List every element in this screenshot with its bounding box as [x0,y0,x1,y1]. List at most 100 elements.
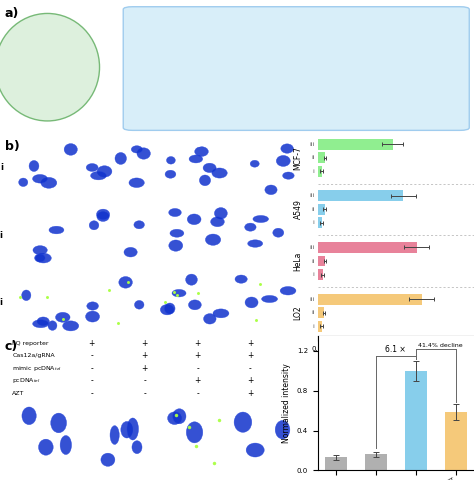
Ellipse shape [212,168,227,178]
Text: i: i [313,169,314,174]
Text: 6.1 ×: 6.1 × [385,345,406,354]
Ellipse shape [200,175,210,186]
Bar [318,321,322,332]
Text: iii: iii [309,142,314,147]
Text: FQ reporter: FQ reporter [12,341,49,346]
Ellipse shape [262,295,278,302]
Bar [318,256,325,266]
Ellipse shape [203,163,216,172]
Ellipse shape [87,302,99,310]
Text: -: - [91,351,93,360]
Ellipse shape [119,276,132,288]
Ellipse shape [253,216,269,223]
FancyBboxPatch shape [123,7,469,131]
Text: +: + [194,376,201,385]
Ellipse shape [187,214,201,225]
Y-axis label: Normalized intensity: Normalized intensity [282,363,291,443]
Ellipse shape [245,223,256,231]
Ellipse shape [60,435,72,455]
Ellipse shape [85,311,100,322]
Ellipse shape [22,407,36,425]
Bar [318,191,403,201]
Text: iii: iii [0,298,4,307]
Text: -: - [143,376,146,385]
Text: +: + [89,339,95,348]
Ellipse shape [172,289,186,297]
Ellipse shape [33,174,47,183]
Ellipse shape [173,409,186,424]
Ellipse shape [22,290,31,300]
Ellipse shape [170,229,184,237]
Text: +: + [194,351,201,360]
Ellipse shape [276,156,290,167]
Ellipse shape [0,13,100,121]
Text: -: - [196,364,199,373]
Text: ii: ii [311,155,314,160]
Ellipse shape [189,300,201,310]
Ellipse shape [41,178,57,188]
Text: Cas12a/gRNA: Cas12a/gRNA [12,353,55,359]
Text: MCF-7: MCF-7 [255,140,279,149]
Bar [318,217,322,228]
Ellipse shape [91,171,106,180]
Ellipse shape [129,178,144,188]
Ellipse shape [38,439,53,455]
Text: -: - [143,389,146,398]
Ellipse shape [33,320,49,328]
Ellipse shape [48,321,57,330]
Ellipse shape [124,247,137,257]
Ellipse shape [55,312,70,322]
Ellipse shape [49,226,64,234]
Text: +: + [141,351,148,360]
Bar [318,307,324,318]
Ellipse shape [205,234,221,245]
Text: mimic pcDNA$_{tel}$: mimic pcDNA$_{tel}$ [12,364,62,373]
Text: i: i [0,164,4,172]
Ellipse shape [235,275,247,283]
Ellipse shape [121,421,133,438]
Ellipse shape [36,253,51,263]
Text: +: + [247,389,254,398]
Ellipse shape [115,153,127,165]
Text: i: i [313,220,314,226]
Ellipse shape [169,240,183,251]
Ellipse shape [275,420,290,439]
Text: -: - [91,364,93,373]
Text: -: - [91,376,93,385]
Text: +: + [247,351,254,360]
Ellipse shape [33,246,47,255]
Ellipse shape [51,413,66,433]
Text: i: i [313,324,314,329]
Text: +: + [247,339,254,348]
Text: HeLa: HeLa [110,140,129,149]
Ellipse shape [165,170,176,178]
Ellipse shape [164,303,175,314]
Ellipse shape [169,208,182,216]
Text: +: + [141,364,148,373]
Bar [318,294,422,304]
Text: i: i [313,272,314,277]
Ellipse shape [135,300,144,309]
Bar [318,152,325,163]
Text: iii: iii [309,245,314,250]
Ellipse shape [86,164,98,171]
Text: +: + [141,339,148,348]
Ellipse shape [186,422,203,443]
Ellipse shape [246,443,264,457]
Ellipse shape [18,178,28,187]
Ellipse shape [137,148,150,159]
Ellipse shape [189,155,203,163]
Ellipse shape [101,453,115,467]
Ellipse shape [281,144,293,153]
Ellipse shape [132,441,142,454]
Text: +: + [247,376,254,385]
Ellipse shape [166,156,175,164]
Text: iii: iii [309,193,314,198]
Text: 41.4% decline: 41.4% decline [418,343,462,348]
Ellipse shape [64,144,77,155]
Ellipse shape [283,172,294,179]
Text: ii: ii [311,310,314,315]
Ellipse shape [250,160,259,167]
Bar [405,371,427,470]
Text: pcDNA$_{tel}$: pcDNA$_{tel}$ [12,376,41,385]
